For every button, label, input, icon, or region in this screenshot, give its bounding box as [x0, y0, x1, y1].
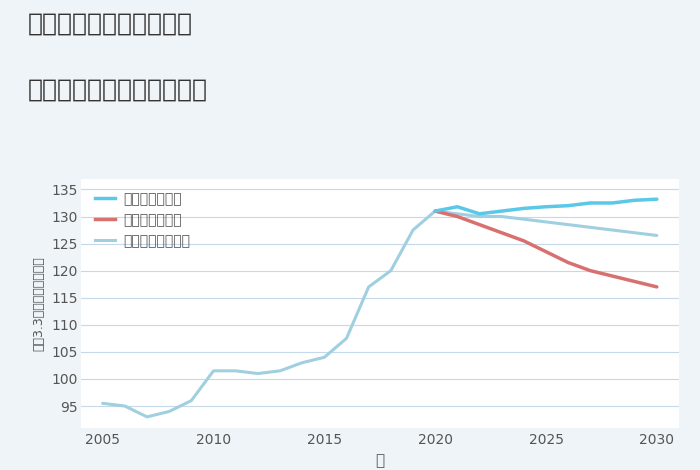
X-axis label: 年: 年 [375, 453, 384, 468]
Text: 中古マンションの価格推移: 中古マンションの価格推移 [28, 78, 208, 102]
Y-axis label: 坪（3.3㎡）単価（万円）: 坪（3.3㎡）単価（万円） [33, 256, 46, 351]
Text: 兵庫県姫路市神子岡前の: 兵庫県姫路市神子岡前の [28, 12, 193, 36]
Legend: グッドシナリオ, バッドシナリオ, ノーマルシナリオ: グッドシナリオ, バッドシナリオ, ノーマルシナリオ [90, 188, 195, 252]
